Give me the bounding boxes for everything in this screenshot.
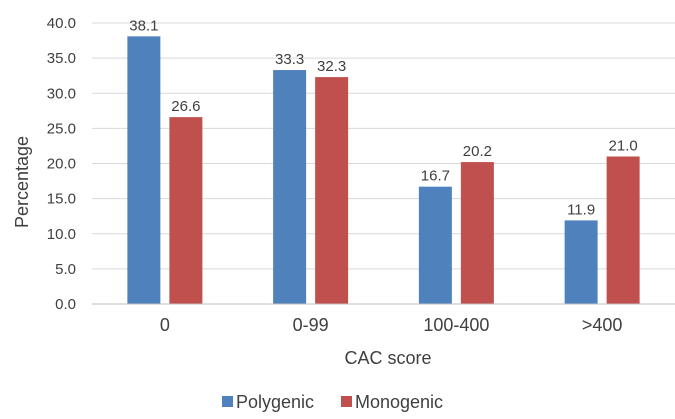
y-tick-label: 10.0 bbox=[47, 226, 76, 243]
data-label: 11.9 bbox=[567, 201, 595, 218]
x-category-label: 0 bbox=[160, 315, 170, 335]
bars bbox=[127, 36, 640, 304]
y-tick-label: 15.0 bbox=[47, 191, 76, 208]
bar-monogenic-2 bbox=[460, 162, 494, 304]
bar-monogenic-1 bbox=[315, 77, 349, 304]
y-tick-label: 25.0 bbox=[47, 120, 76, 137]
x-category-label: 0-99 bbox=[293, 315, 329, 335]
data-label: 20.2 bbox=[463, 143, 492, 160]
legend: Polygenic Monogenic bbox=[222, 392, 443, 412]
y-tick-label: 20.0 bbox=[47, 156, 76, 173]
legend-label-polygenic: Polygenic bbox=[236, 392, 314, 412]
bar-polygenic-1 bbox=[273, 70, 307, 304]
x-category-label: 100-400 bbox=[423, 315, 489, 335]
x-axis-categories: 0 0-99 100-400 >400 bbox=[160, 315, 623, 335]
legend-label-monogenic: Monogenic bbox=[355, 392, 443, 412]
y-tick-label: 35.0 bbox=[47, 50, 76, 67]
bar-monogenic-0 bbox=[169, 117, 203, 304]
bar-polygenic-2 bbox=[418, 186, 452, 304]
bar-polygenic-3 bbox=[564, 220, 598, 304]
data-label: 26.6 bbox=[171, 98, 200, 115]
bar-polygenic-0 bbox=[127, 36, 161, 304]
data-labels: 38.1 26.6 33.3 32.3 16.7 20.2 11.9 21.0 bbox=[129, 17, 637, 218]
data-label: 16.7 bbox=[421, 168, 450, 185]
y-tick-label: 30.0 bbox=[47, 85, 76, 102]
bar-monogenic-3 bbox=[606, 156, 640, 304]
y-tick-label: 40.0 bbox=[47, 15, 76, 32]
y-tick-label: 5.0 bbox=[55, 261, 76, 278]
data-label: 33.3 bbox=[275, 51, 304, 68]
x-axis-title: CAC score bbox=[344, 348, 431, 368]
data-label: 32.3 bbox=[317, 58, 346, 75]
y-tick-label: 0.0 bbox=[55, 296, 76, 313]
x-category-label: >400 bbox=[582, 315, 623, 335]
data-label: 21.0 bbox=[609, 137, 638, 154]
legend-swatch-polygenic bbox=[222, 396, 233, 407]
data-label: 38.1 bbox=[129, 17, 158, 34]
y-axis-ticks: 0.0 5.0 10.0 15.0 20.0 25.0 30.0 35.0 40.0 bbox=[47, 15, 76, 313]
y-axis-title: Percentage bbox=[12, 136, 32, 228]
legend-swatch-monogenic bbox=[341, 396, 352, 407]
